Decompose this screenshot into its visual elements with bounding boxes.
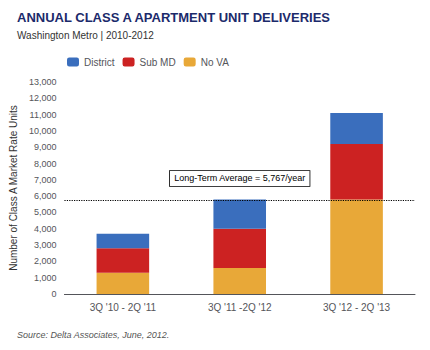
svg-text:3Q '10 - 2Q '11: 3Q '10 - 2Q '11: [90, 302, 157, 313]
svg-text:Sub MD: Sub MD: [140, 57, 176, 68]
svg-text:13,000: 13,000: [29, 77, 57, 87]
svg-text:ANNUAL CLASS A APARTMENT UNIT: ANNUAL CLASS A APARTMENT UNIT DELIVERIES: [17, 10, 330, 25]
svg-text:9,000: 9,000: [34, 142, 57, 152]
svg-text:6,000: 6,000: [34, 191, 57, 201]
svg-text:11,000: 11,000: [30, 110, 57, 120]
svg-text:10,000: 10,000: [29, 126, 57, 136]
svg-text:12,000: 12,000: [29, 93, 57, 103]
svg-text:8,000: 8,000: [34, 159, 57, 169]
svg-text:Washington Metro | 2010-2012: Washington Metro | 2010-2012: [17, 30, 154, 41]
svg-text:4,000: 4,000: [34, 224, 57, 234]
svg-text:3,000: 3,000: [34, 240, 57, 250]
svg-text:5,000: 5,000: [34, 207, 57, 217]
svg-text:Number of Class A Market Rate: Number of Class A Market Rate Units: [8, 105, 19, 271]
svg-text:Source: Delta Associates, June: Source: Delta Associates, June, 2012.: [17, 330, 169, 340]
svg-text:7,000: 7,000: [34, 175, 57, 185]
svg-text:3Q '12 - 2Q '13: 3Q '12 - 2Q '13: [323, 302, 391, 313]
svg-text:3Q '11 -2Q '12: 3Q '11 -2Q '12: [208, 302, 272, 313]
svg-text:Long-Term Average = 5,767/year: Long-Term Average = 5,767/year: [174, 173, 305, 183]
svg-text:2,000: 2,000: [34, 256, 57, 266]
svg-text:District: District: [84, 57, 115, 68]
svg-text:0: 0: [51, 289, 56, 299]
svg-text:No VA: No VA: [201, 57, 229, 68]
svg-text:1,000: 1,000: [34, 273, 57, 283]
